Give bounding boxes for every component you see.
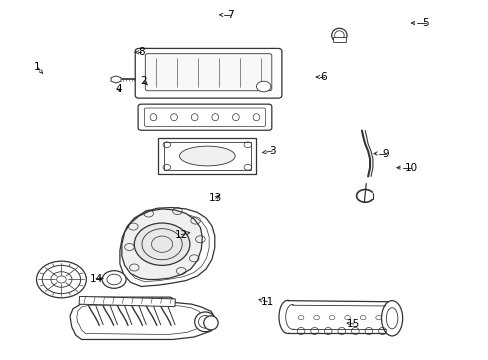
- Ellipse shape: [134, 223, 189, 265]
- Text: 14: 14: [89, 274, 102, 284]
- Ellipse shape: [37, 261, 86, 298]
- Text: 6: 6: [320, 72, 326, 82]
- Ellipse shape: [194, 312, 215, 332]
- Text: 1: 1: [34, 62, 41, 72]
- Text: 7: 7: [226, 10, 233, 20]
- FancyBboxPatch shape: [135, 48, 281, 98]
- Bar: [332, 37, 346, 42]
- Text: 4: 4: [115, 84, 122, 94]
- Polygon shape: [70, 303, 215, 339]
- Text: 5: 5: [422, 18, 428, 28]
- Text: 8: 8: [138, 47, 144, 57]
- Ellipse shape: [256, 81, 270, 92]
- Text: 3: 3: [268, 146, 275, 156]
- Text: 9: 9: [382, 149, 388, 158]
- Bar: [158, 138, 256, 174]
- Bar: [79, 296, 175, 307]
- FancyBboxPatch shape: [145, 54, 271, 91]
- Text: 11: 11: [260, 297, 274, 307]
- Ellipse shape: [179, 146, 235, 166]
- FancyBboxPatch shape: [138, 104, 271, 130]
- Text: 2: 2: [140, 76, 147, 86]
- Text: 15: 15: [346, 319, 360, 329]
- Polygon shape: [111, 76, 121, 83]
- Polygon shape: [122, 209, 202, 279]
- Text: 13: 13: [209, 193, 222, 203]
- Ellipse shape: [331, 28, 346, 42]
- Text: 10: 10: [404, 163, 417, 173]
- Bar: [163, 142, 250, 170]
- Ellipse shape: [102, 271, 126, 288]
- Ellipse shape: [203, 316, 218, 330]
- Ellipse shape: [381, 301, 402, 336]
- Text: 12: 12: [174, 230, 187, 240]
